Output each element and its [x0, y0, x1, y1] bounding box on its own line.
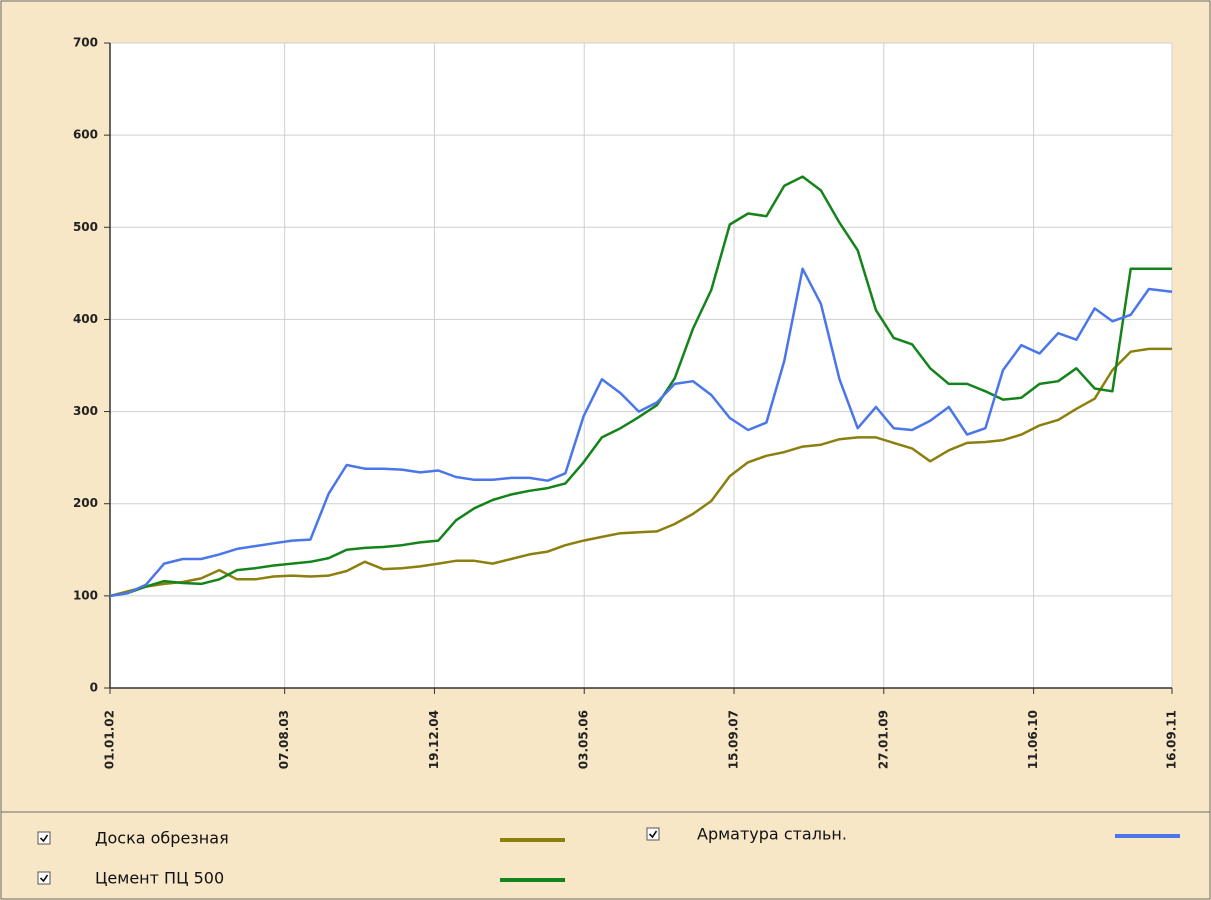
- legend-label: Доска обрезная: [95, 829, 229, 848]
- check-mark: [648, 830, 658, 839]
- check-mark: [39, 874, 49, 883]
- series-line: [109, 175, 1172, 598]
- y-tick-label: 300: [73, 404, 98, 418]
- x-tick-label: 11.06.10: [1026, 710, 1040, 769]
- legend-checkbox[interactable]: [37, 831, 51, 845]
- y-tick-label: 0: [90, 681, 98, 695]
- plot-area: [110, 43, 1172, 688]
- x-tick-label: 15.09.07: [727, 710, 741, 769]
- x-tick-label: 19.12.04: [427, 710, 441, 769]
- x-tick-label: 03.05.06: [577, 710, 591, 769]
- y-tick-label: 600: [73, 128, 98, 142]
- legend-label: Цемент ПЦ 500: [95, 869, 224, 888]
- x-tick-label: 16.09.11: [1165, 710, 1179, 769]
- legend-label: Арматура стальн.: [697, 825, 847, 844]
- y-tick-label: 700: [73, 36, 98, 50]
- y-tick-label: 100: [73, 588, 98, 602]
- x-tick-label: 07.08.03: [277, 710, 291, 769]
- series-line: [109, 267, 1173, 598]
- y-tick-label: 400: [73, 312, 98, 326]
- checkbox-box: [37, 831, 51, 845]
- x-tick-label: 01.01.02: [103, 710, 117, 769]
- legend-checkbox[interactable]: [646, 827, 660, 841]
- checkbox-box: [37, 871, 51, 885]
- y-tick-label: 500: [73, 220, 98, 234]
- series-line: [109, 347, 1172, 598]
- x-tick-label: 27.01.09: [876, 710, 890, 769]
- legend-checkbox[interactable]: [37, 871, 51, 885]
- y-tick-label: 200: [73, 496, 98, 510]
- checkbox-box: [646, 827, 660, 841]
- check-mark: [39, 834, 49, 843]
